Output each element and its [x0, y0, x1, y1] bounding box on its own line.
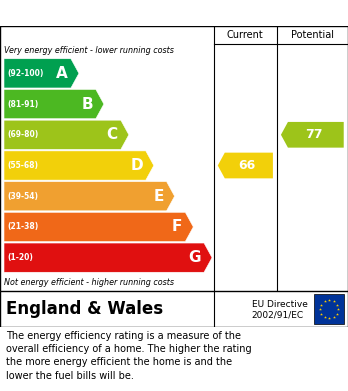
Text: 66: 66 — [239, 159, 256, 172]
Polygon shape — [281, 122, 344, 148]
Text: (39-54): (39-54) — [7, 192, 38, 201]
Polygon shape — [4, 181, 175, 211]
Polygon shape — [4, 243, 212, 272]
Text: EU Directive: EU Directive — [252, 300, 307, 309]
Text: Current: Current — [227, 30, 264, 40]
Text: (81-91): (81-91) — [7, 100, 38, 109]
Text: The energy efficiency rating is a measure of the
overall efficiency of a home. T: The energy efficiency rating is a measur… — [6, 331, 252, 380]
Polygon shape — [218, 152, 273, 178]
Text: E: E — [153, 189, 164, 204]
Polygon shape — [4, 90, 104, 119]
Text: A: A — [56, 66, 68, 81]
Text: Potential: Potential — [291, 30, 334, 40]
Text: G: G — [189, 250, 201, 265]
Text: B: B — [81, 97, 93, 111]
Bar — [314, 294, 344, 324]
Text: Very energy efficient - lower running costs: Very energy efficient - lower running co… — [4, 46, 174, 55]
Text: (1-20): (1-20) — [7, 253, 33, 262]
Polygon shape — [4, 151, 154, 180]
Text: D: D — [130, 158, 143, 173]
Polygon shape — [4, 59, 79, 88]
Text: (55-68): (55-68) — [7, 161, 38, 170]
Text: Not energy efficient - higher running costs: Not energy efficient - higher running co… — [4, 278, 174, 287]
Text: England & Wales: England & Wales — [6, 300, 163, 318]
Polygon shape — [4, 120, 129, 149]
Text: 77: 77 — [306, 128, 323, 141]
Text: (92-100): (92-100) — [7, 69, 44, 78]
Polygon shape — [4, 212, 193, 242]
Text: Energy Efficiency Rating: Energy Efficiency Rating — [10, 5, 213, 20]
Text: 2002/91/EC: 2002/91/EC — [252, 311, 304, 320]
Text: F: F — [172, 219, 182, 235]
Text: (21-38): (21-38) — [7, 222, 38, 231]
Text: (69-80): (69-80) — [7, 130, 38, 139]
Text: C: C — [107, 127, 118, 142]
